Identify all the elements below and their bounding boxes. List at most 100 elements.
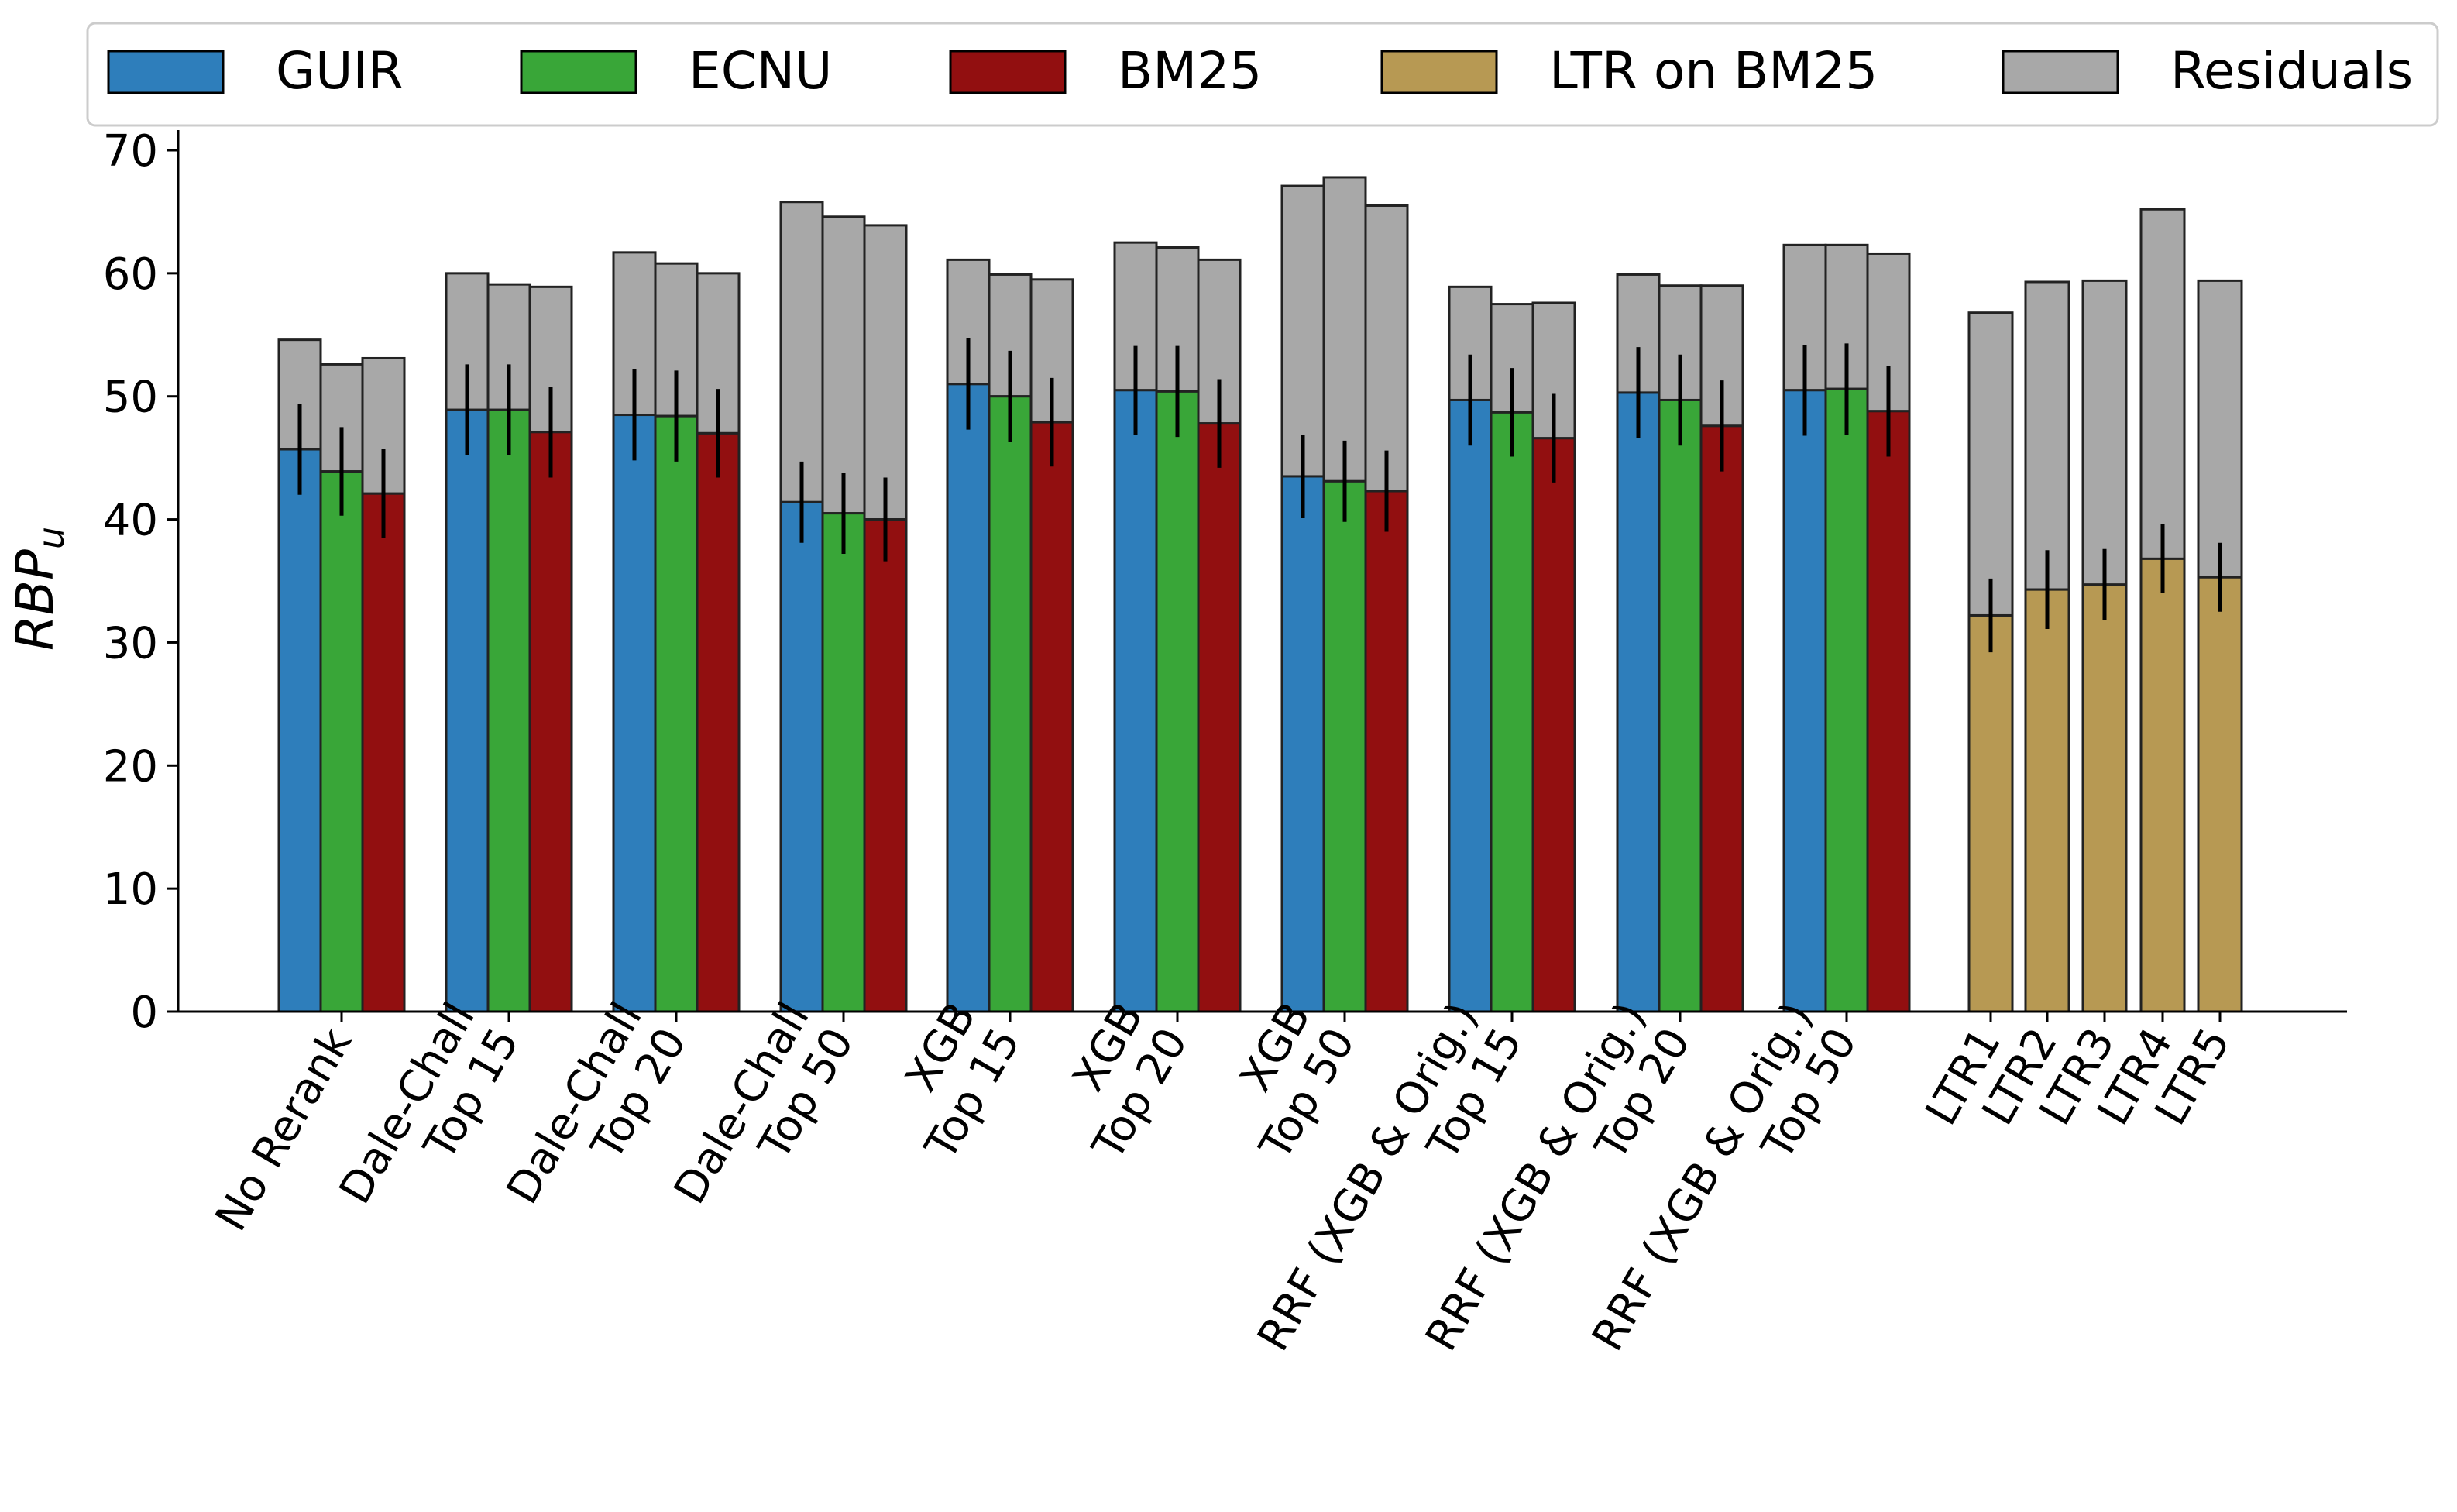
bar-residual-ltr-on-bm25 <box>1967 311 2014 617</box>
bar-group-rrf-xgb-orig-top-20 <box>1616 273 1744 1013</box>
bar-guir <box>1113 389 1158 1013</box>
bar-ecnu <box>1322 479 1367 1013</box>
legend-item-residuals: Residuals <box>2002 41 2413 101</box>
bar-residual-ecnu <box>821 215 866 515</box>
bar-residual-ltr-on-bm25 <box>2024 280 2070 591</box>
legend-item-ltr-on-bm25: LTR on BM25 <box>1380 41 1878 101</box>
bar-guir <box>1616 391 1661 1013</box>
bar-guir <box>445 408 490 1013</box>
legend-swatch-bm25 <box>949 50 1067 94</box>
bar-ecnu <box>1658 398 1703 1013</box>
bar-ecnu <box>1155 390 1200 1013</box>
y-tick-label: 70 <box>103 126 158 177</box>
bar-bm25 <box>1029 421 1074 1013</box>
bar-residual-guir <box>1113 241 1158 392</box>
bar-ltr-on-bm25 <box>2024 588 2070 1013</box>
x-tick-label: No Rerank <box>206 1019 363 1239</box>
x-tick-label: Dale-ChallTop 50 <box>665 995 864 1239</box>
bar-bm25 <box>1866 410 1911 1013</box>
bar-group-no-rerank <box>277 338 406 1013</box>
bar-ltr-on-bm25 <box>2197 576 2243 1013</box>
legend-swatch-guir <box>107 50 225 94</box>
bar-bm25 <box>1197 422 1242 1013</box>
legend-label-residuals: Residuals <box>2170 41 2413 101</box>
bar-ecnu <box>821 512 866 1013</box>
bar-group-ltr3 <box>2081 279 2128 1013</box>
bar-guir <box>946 383 991 1013</box>
bar-ecnu <box>654 414 699 1013</box>
svg-text:RBPu: RBPu <box>5 527 72 651</box>
bar-ecnu <box>1490 411 1534 1013</box>
bar-ecnu <box>486 408 531 1013</box>
bar-group-xgb-top-50 <box>1280 176 1409 1013</box>
bar-group-ltr4 <box>2139 208 2186 1013</box>
legend-item-ecnu: ECNU <box>520 41 832 101</box>
bar-bm25 <box>863 518 908 1013</box>
x-tick-label: XGBTop 20 <box>1038 995 1198 1169</box>
legend-label-ecnu: ECNU <box>689 41 832 101</box>
bar-ltr-on-bm25 <box>2139 557 2186 1013</box>
bar-ltr-on-bm25 <box>2081 583 2128 1013</box>
legend-swatch-ltr-on-bm25 <box>1380 50 1498 94</box>
bar-bm25 <box>1699 424 1744 1013</box>
bar-bm25 <box>696 431 741 1013</box>
y-axis: 0 10 20 30 40 50 60 70 <box>103 126 178 1038</box>
bar-residual-ecnu <box>1322 176 1367 483</box>
legend-label-guir: GUIR <box>276 41 404 101</box>
bar-group-ltr2 <box>2024 280 2070 1013</box>
bar-guir <box>612 414 657 1013</box>
bar-group-ltr5 <box>2197 279 2243 1013</box>
bar-bm25 <box>1531 437 1576 1013</box>
y-axis-title: RBPu <box>5 527 72 651</box>
bar-ecnu <box>319 470 364 1013</box>
y-axis-title-subscript: u <box>30 527 72 549</box>
bar-residual-bm25 <box>1364 204 1409 493</box>
bar-residual-ltr-on-bm25 <box>2081 279 2128 586</box>
bar-group-rrf-xgb-orig-top-50 <box>1782 243 1911 1013</box>
bar-ltr-on-bm25 <box>1967 613 2014 1013</box>
y-tick-label: 30 <box>103 618 158 668</box>
y-tick-label: 0 <box>130 988 158 1038</box>
x-tick-label: XGBTop 50 <box>1205 995 1365 1169</box>
bar-group-rrf-xgb-orig-top-15 <box>1448 285 1576 1013</box>
bar-group-dale-chall-top-20 <box>612 251 741 1013</box>
y-tick-label: 10 <box>103 864 158 915</box>
bar-group-dale-chall-top-50 <box>779 201 908 1013</box>
bar-guir <box>277 448 322 1013</box>
bar-group-ltr1 <box>1967 311 2014 1013</box>
y-tick-label: 60 <box>103 249 158 300</box>
legend-swatch-residuals <box>2002 50 2119 94</box>
x-tick-label-line: No Rerank <box>206 1019 363 1239</box>
bar-guir <box>1448 398 1493 1013</box>
legend: GUIR ECNU BM25 LTR on BM25 Residuals <box>86 22 2439 127</box>
bar-ecnu <box>988 395 1033 1013</box>
bar-guir <box>779 500 824 1013</box>
bar-group-xgb-top-20 <box>1113 241 1242 1013</box>
x-tick-label: XGBTop 15 <box>871 995 1030 1169</box>
x-tick-label: Dale-ChallTop 20 <box>497 995 696 1239</box>
legend-item-bm25: BM25 <box>949 41 1262 101</box>
y-tick-label: 50 <box>103 373 158 423</box>
bar-group-xgb-top-15 <box>946 258 1074 1013</box>
y-tick-label: 20 <box>103 741 158 792</box>
bar-bm25 <box>1364 490 1409 1013</box>
bar-bm25 <box>528 431 573 1013</box>
x-tick-label: Dale-ChallTop 15 <box>330 995 529 1239</box>
bar-bm25 <box>361 492 406 1013</box>
bar-residual-ltr-on-bm25 <box>2197 279 2243 579</box>
legend-item-guir: GUIR <box>107 41 404 101</box>
legend-label-bm25: BM25 <box>1118 41 1262 101</box>
bar-ecnu <box>1824 387 1869 1013</box>
bar-residual-ltr-on-bm25 <box>2139 208 2186 560</box>
y-axis-title-main: RBP <box>5 549 65 651</box>
bars <box>277 176 2243 1013</box>
bar-residual-bm25 <box>863 224 908 521</box>
bar-residual-bm25 <box>1029 278 1074 424</box>
y-tick-label: 40 <box>103 496 158 546</box>
legend-items: GUIR ECNU BM25 LTR on BM25 Residuals <box>107 41 2413 101</box>
legend-label-ltr-on-bm25: LTR on BM25 <box>1549 41 1878 101</box>
legend-swatch-ecnu <box>520 50 637 94</box>
bar-guir <box>1782 389 1827 1013</box>
